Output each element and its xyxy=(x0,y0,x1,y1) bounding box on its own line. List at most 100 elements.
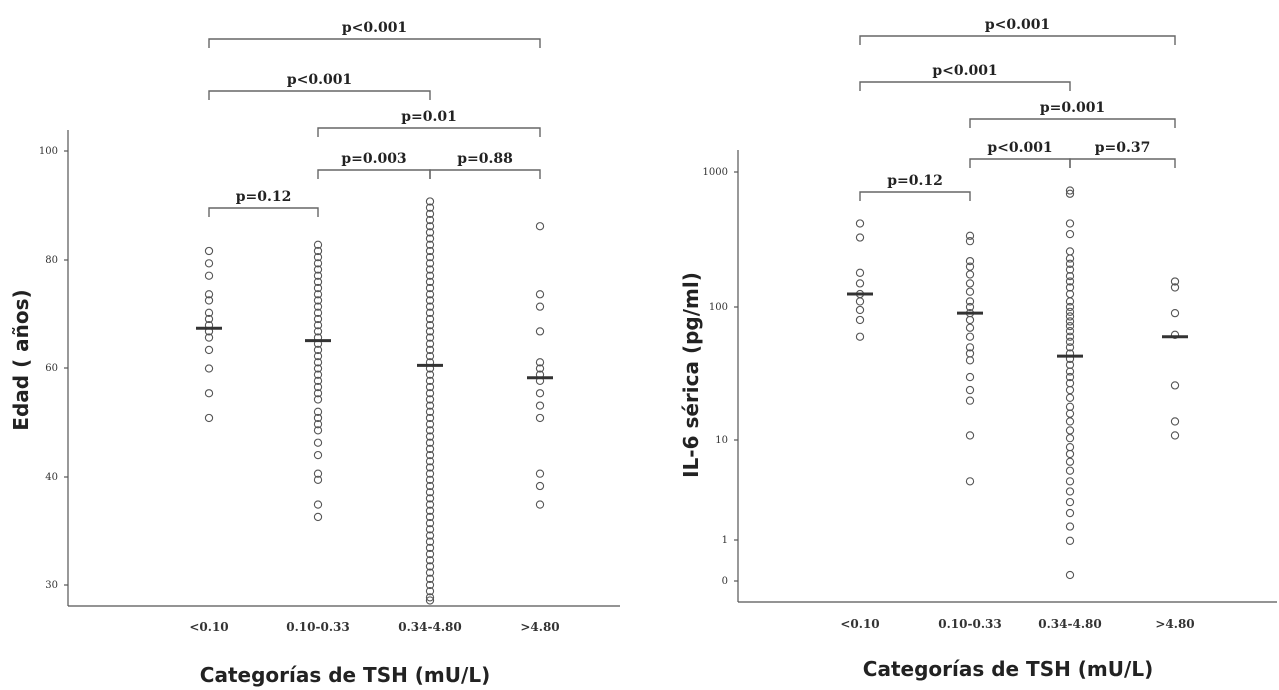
data-point xyxy=(425,290,435,299)
data-point xyxy=(965,372,975,382)
y-tick-label: 100 xyxy=(709,302,728,313)
data-point xyxy=(1065,321,1075,331)
p-value-label: p<0.001 xyxy=(342,20,407,36)
data-point xyxy=(855,315,865,325)
data-point xyxy=(425,395,435,404)
x-tick-label: 0.34-4.80 xyxy=(398,620,461,634)
data-point xyxy=(535,327,545,336)
data-point xyxy=(313,389,323,398)
p-value-label: p=0.003 xyxy=(341,151,406,167)
data-point xyxy=(425,432,435,441)
data-point xyxy=(965,332,975,341)
data-point xyxy=(1065,302,1075,312)
data-point xyxy=(965,287,975,296)
data-point xyxy=(425,283,435,293)
data-point xyxy=(313,253,323,262)
data-point xyxy=(425,543,435,553)
data-point xyxy=(425,457,435,466)
data-point xyxy=(1065,497,1075,507)
data-point xyxy=(425,596,435,605)
x-tick-label: >4.80 xyxy=(1155,617,1194,631)
data-point xyxy=(425,444,435,454)
data-point xyxy=(1065,219,1075,228)
data-point xyxy=(965,279,975,288)
data-point xyxy=(425,481,435,491)
data-point xyxy=(313,382,323,392)
data-point xyxy=(425,296,435,305)
data-point xyxy=(425,512,435,522)
p-value-label: p=0.01 xyxy=(401,109,457,125)
data-point xyxy=(425,327,435,336)
data-point xyxy=(1065,367,1075,376)
data-point xyxy=(204,364,214,373)
data-point xyxy=(1065,327,1075,336)
comparison-bracket xyxy=(317,127,541,137)
data-point xyxy=(1065,508,1075,518)
data-point xyxy=(1065,297,1075,306)
data-point xyxy=(1065,393,1075,402)
data-point xyxy=(425,351,435,361)
comparison-bracket xyxy=(969,158,1071,168)
data-point xyxy=(425,302,435,311)
y-tick-label: 80 xyxy=(45,255,58,266)
data-point xyxy=(1170,277,1180,286)
data-point xyxy=(965,262,975,271)
data-point xyxy=(425,277,435,287)
p-value-label: p=0.37 xyxy=(1095,140,1151,156)
comparison-bracket xyxy=(429,169,541,179)
data-point xyxy=(204,413,214,423)
data-point xyxy=(425,475,435,484)
p-value-label: p<0.001 xyxy=(287,72,352,88)
data-point xyxy=(204,290,214,299)
comparison-bracket xyxy=(859,81,1071,91)
data-point xyxy=(1065,426,1075,435)
data-point xyxy=(1065,466,1075,475)
data-point xyxy=(313,290,323,299)
data-point xyxy=(204,345,214,355)
data-point xyxy=(313,407,323,416)
data-point xyxy=(965,343,975,352)
x-tick-label: <0.10 xyxy=(189,620,228,634)
data-point xyxy=(425,463,435,472)
data-point xyxy=(425,197,435,206)
comparison-bracket xyxy=(208,207,319,217)
data-point xyxy=(425,568,435,577)
data-point xyxy=(313,376,323,386)
data-point xyxy=(313,314,323,324)
data-point xyxy=(204,389,214,398)
data-point xyxy=(1065,487,1075,496)
data-point xyxy=(425,450,435,460)
data-point xyxy=(425,222,435,231)
comparison-bracket xyxy=(859,35,1176,45)
data-point xyxy=(855,279,865,288)
data-point xyxy=(425,413,435,423)
data-point xyxy=(1065,254,1075,263)
data-point xyxy=(313,420,323,429)
data-point xyxy=(1065,417,1075,426)
data-point xyxy=(313,358,323,367)
data-point xyxy=(425,339,435,348)
data-point xyxy=(965,431,975,440)
y-tick-label: 40 xyxy=(45,472,58,483)
data-point xyxy=(425,593,435,602)
data-point xyxy=(1065,317,1075,326)
data-point xyxy=(425,506,435,515)
data-point xyxy=(313,308,323,317)
data-point xyxy=(425,407,435,416)
data-point xyxy=(313,296,323,305)
data-point xyxy=(1065,457,1075,466)
data-point xyxy=(1065,442,1075,452)
data-point xyxy=(1065,372,1075,382)
data-point xyxy=(425,537,435,546)
data-point xyxy=(535,358,545,367)
p-value-label: p=0.12 xyxy=(887,173,943,189)
data-point xyxy=(965,356,975,365)
data-point xyxy=(425,209,435,219)
data-point xyxy=(425,531,435,540)
p-value-label: p<0.001 xyxy=(932,63,997,79)
data-point xyxy=(313,240,323,249)
p-value-label: p<0.001 xyxy=(985,17,1050,33)
data-point xyxy=(1065,247,1075,256)
